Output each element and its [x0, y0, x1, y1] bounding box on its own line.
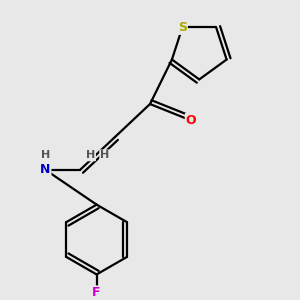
Text: N: N — [40, 163, 50, 176]
Text: H: H — [41, 150, 50, 161]
Text: H: H — [86, 150, 95, 161]
Text: O: O — [186, 114, 196, 127]
Text: F: F — [92, 286, 101, 299]
Text: H: H — [100, 150, 110, 161]
Text: S: S — [178, 21, 187, 34]
